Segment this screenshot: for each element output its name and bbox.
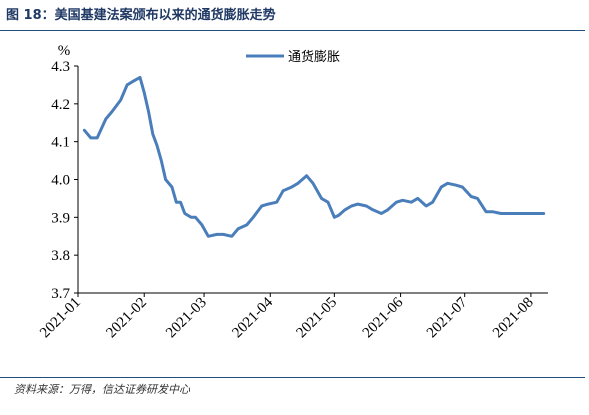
source-note: 资料来源：万得，信达证券研发中心	[14, 383, 190, 396]
series-lines	[82, 75, 546, 238]
x-tick-labels: 2021-01 2021-02 2021-03 2021-04 2021-05 2021-…	[37, 294, 537, 341]
y-tick-label: 3.8	[51, 248, 70, 264]
chart-axes	[74, 65, 548, 297]
y-tick-labels: 4.3 4.2 4.1 4.0 3.9 3.8 3.7	[51, 59, 70, 302]
x-tick-label: 2021-06	[360, 294, 407, 341]
y-axis-unit-label: %	[58, 43, 71, 59]
x-tick-label: 2021-02	[103, 295, 150, 342]
source-rule	[0, 377, 585, 378]
series-line-0	[82, 75, 546, 238]
figure-title: 图 18：美国基建法案颁布以来的通货膨胀走势	[6, 8, 276, 23]
title-rule	[0, 30, 585, 31]
legend-label: 通货膨胀	[288, 49, 340, 65]
x-tick-label: 2021-04	[229, 294, 276, 341]
y-tick-label: 3.7	[51, 286, 70, 302]
x-tick-label: 2021-03	[163, 295, 210, 342]
x-tick-label: 2021-05	[294, 295, 341, 342]
x-tick-label: 2021-07	[424, 294, 471, 341]
y-tick-label: 3.9	[51, 210, 70, 226]
y-tick-label: 4.3	[51, 59, 70, 75]
y-tick-label: 4.1	[51, 135, 70, 151]
x-tick-label: 2021-08	[490, 295, 537, 342]
legend: 通货膨胀	[246, 49, 340, 65]
y-tick-label: 4.2	[51, 97, 70, 113]
y-tick-label: 4.0	[51, 173, 70, 189]
